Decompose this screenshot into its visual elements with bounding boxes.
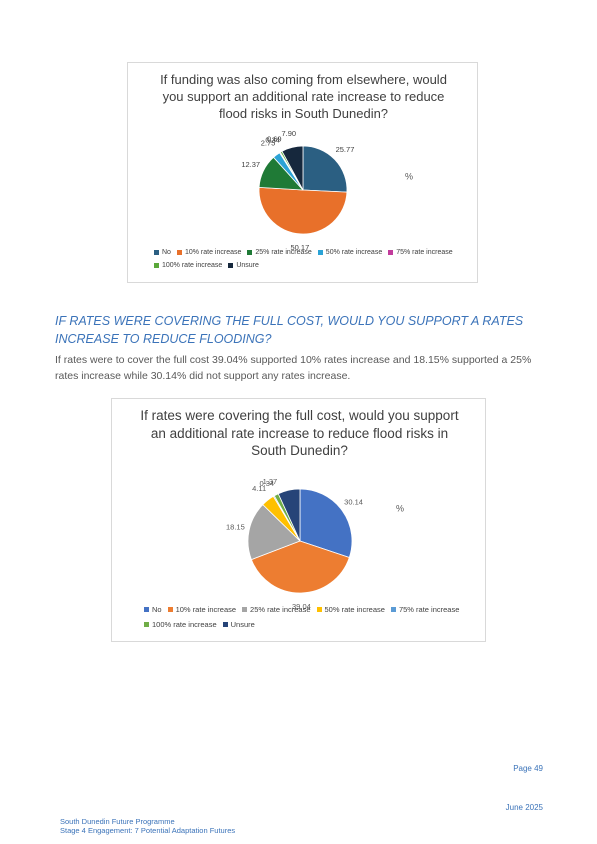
legend-item: Unsure [228,262,259,269]
legend-swatch [167,607,173,612]
legend-item: 75% rate increase [388,249,453,256]
paragraph: If rates were to cover the full cost 39.… [55,354,532,382]
legend-item: 10% rate increase [167,605,237,614]
data-label: 30.14 [344,497,363,506]
pie-area: % 25.77 50.17 12.37 2.750.340.697.90 [241,129,413,252]
legend-item: 25% rate increase [247,249,312,256]
legend-label: 75% rate increase [398,605,460,614]
data-label: 7.90 [281,129,296,138]
pie-slice [302,145,348,193]
legend-label: 50% rate increase [324,605,385,614]
pie-slice [258,186,348,235]
legend-label: Unsure [230,620,255,629]
legend-swatch [144,622,149,627]
legend-swatch [388,250,394,255]
legend-swatch [154,250,159,255]
legend-label: 25% rate increase [255,249,312,256]
legend-swatch [154,263,159,268]
data-label: 0.69 [267,135,282,144]
legend-label: No [162,249,171,256]
footer-line: South Dunedin Future Programme [60,817,175,826]
data-label: 1.37 [263,477,278,486]
legend-label: No [152,605,162,614]
legend-item: No [144,605,162,614]
pie-slice [250,540,350,594]
footer: South Dunedin Future Programme Stage 4 E… [60,817,235,835]
data-label: 0.34 [259,479,274,488]
legend-item: No [154,249,171,256]
legend-label: 100% rate increase [152,620,217,629]
chart-title: If rates were covering the full cost, wo… [140,408,459,458]
legend-item: 25% rate increase [242,605,311,614]
legend: No 10% rate increase 25% rate increase 50% … [154,249,464,269]
data-label: 39.04 [292,602,311,611]
legend-swatch [390,607,396,612]
legend-label: 10% rate increase [184,249,242,256]
footer-line: Stage 4 Engagement: 7 Potential Adaptati… [60,826,236,835]
legend: No 10% rate increase 25% rate increase 50% … [144,605,474,629]
legend-label: 10% rate increase [175,605,237,614]
pie-slice [299,488,353,559]
legend-swatch [247,250,253,255]
data-label: 0.34 [265,136,280,145]
legend-label: 50% rate increase [325,249,383,256]
legend-swatch [176,250,182,255]
chart-box: If funding was also coming from elsewher… [127,62,478,283]
data-label: 25.77 [336,145,355,154]
pie-slice [281,145,304,191]
data-label: 18.15 [226,523,245,532]
page-number: Page 49 [513,764,543,773]
legend-item: 100% rate increase [154,262,222,269]
legend-label: 75% rate increase [396,249,453,256]
legend-item: 75% rate increase [390,605,460,614]
legend-item: 100% rate increase [144,620,217,629]
chart-title: If funding was also coming from elsewher… [160,72,447,121]
pie-area: % 30.14 39.04 18.15 4.110.341.37 [226,477,404,611]
legend-item: Unsure [222,620,255,629]
data-label: 50.17 [290,243,309,252]
legend-item: 50% rate increase [316,605,385,614]
legend-swatch [144,607,149,612]
legend-swatch [316,607,322,612]
unit-label: % [405,171,413,181]
data-label: 12.37 [241,160,260,169]
legend-label: 25% rate increase [250,605,311,614]
legend-swatch [317,250,323,255]
legend-label: 100% rate increase [162,262,223,269]
unit-label: % [396,503,404,513]
section-heading: IF RATES WERE COVERING THE FULL COST, WO… [55,314,524,346]
legend-item: 10% rate increase [176,249,242,256]
pie-slice [277,488,301,542]
legend-item: 50% rate increase [317,249,383,256]
legend-swatch [222,622,228,627]
pie-slice [247,504,301,561]
chart-box: If rates were covering the full cost, wo… [111,398,486,642]
legend-swatch [242,607,248,612]
legend-swatch [228,263,234,268]
data-label: 4.11 [252,484,266,493]
data-label: 2.75 [261,139,276,148]
legend-label: Unsure [236,262,259,269]
date: June 2025 [505,803,543,812]
